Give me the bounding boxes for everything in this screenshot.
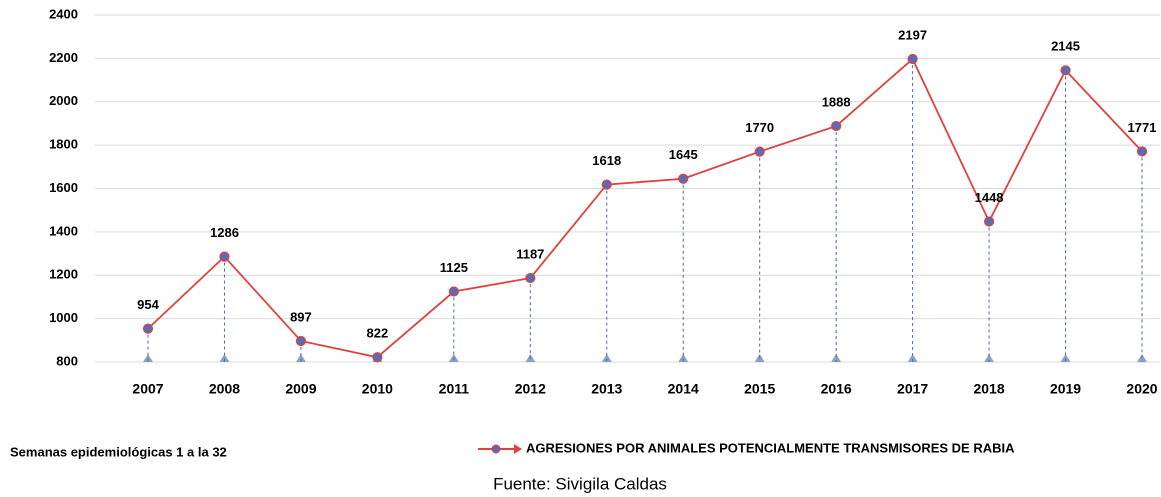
data-label: 1286 (210, 225, 239, 240)
axis-marker (1060, 354, 1071, 362)
x-tick-label: 2014 (668, 381, 699, 397)
data-label: 1448 (975, 190, 1004, 205)
x-tick-label: 2018 (973, 381, 1004, 397)
legend-marker (491, 444, 501, 454)
point (983, 216, 995, 227)
legend-label: AGRESIONES POR ANIMALES POTENCIALMENTE T… (526, 440, 1015, 455)
data-label: 2145 (1051, 39, 1080, 54)
y-tick-label: 1400 (49, 223, 78, 238)
y-tick-label: 2200 (49, 50, 78, 65)
y-tick-label: 1200 (49, 267, 78, 282)
point (525, 272, 536, 284)
x-tick-label: 2009 (285, 381, 316, 397)
x-tick-label: 2015 (744, 381, 775, 397)
point (678, 173, 689, 184)
axis-marker (678, 354, 689, 362)
series-line (147, 57, 1143, 359)
point (448, 286, 459, 297)
data-label: 1888 (822, 94, 851, 109)
point (601, 179, 612, 190)
x-tick-label: 2008 (209, 381, 240, 397)
x-tick-label: 2010 (362, 381, 393, 397)
source: Fuente: Sivigila Caldas (493, 474, 667, 493)
y-tick-label: 2400 (49, 6, 78, 21)
x-tick-label: 2011 (439, 381, 470, 397)
point (1060, 65, 1071, 76)
axis-marker (831, 354, 842, 362)
x-tick-label: 2017 (897, 381, 928, 397)
data-label: 954 (137, 297, 159, 312)
point (754, 146, 765, 157)
note: Semanas epidemiológicas 1 a la 32 (10, 444, 227, 459)
y-tick-label: 1600 (49, 180, 78, 195)
x-tick-label: 2020 (1126, 381, 1157, 397)
y-tick-label: 2000 (49, 93, 78, 108)
data-label: 1645 (669, 147, 698, 162)
axis-marker (143, 354, 153, 362)
x-tick-label: 2012 (515, 381, 546, 397)
point (372, 352, 383, 363)
y-tick-label: 1000 (49, 310, 78, 325)
x-tick-label: 2019 (1050, 381, 1081, 397)
legend-arrow (514, 444, 522, 454)
point (142, 323, 154, 334)
data-label: 1771 (1128, 120, 1157, 135)
data-label: 1618 (592, 153, 621, 168)
data-label: 2197 (898, 27, 927, 42)
x-tick-label: 2013 (591, 381, 622, 397)
axis-marker (219, 354, 230, 362)
point (295, 335, 307, 347)
x-tick-label: 2016 (821, 381, 852, 397)
axis-marker (601, 354, 612, 362)
point (219, 251, 230, 262)
axis-marker (907, 354, 918, 362)
data-label: 1770 (745, 120, 774, 135)
point (1136, 146, 1148, 157)
data-label: 1187 (516, 247, 544, 262)
y-tick-label: 1800 (49, 137, 78, 152)
data-label: 1125 (440, 260, 468, 275)
x-tick-label: 2007 (132, 381, 163, 397)
point (831, 120, 842, 132)
data-label: 822 (367, 326, 389, 341)
data-label: 897 (290, 309, 312, 324)
axis-marker (295, 354, 306, 362)
point (907, 53, 918, 65)
axis-marker (984, 354, 995, 362)
y-tick-label: 800 (56, 353, 78, 368)
